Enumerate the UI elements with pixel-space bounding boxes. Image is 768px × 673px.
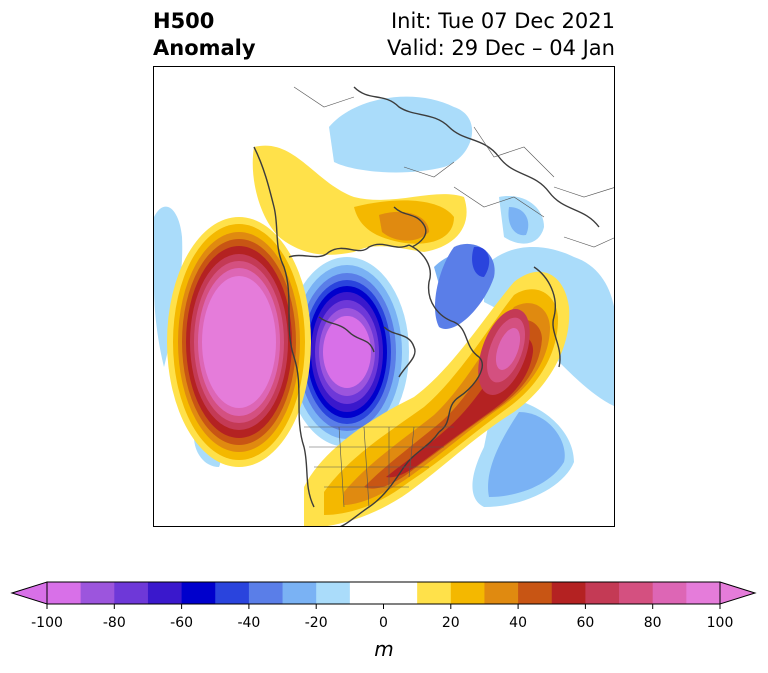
colorbar-tick-label: 100: [706, 615, 734, 631]
colorbar-swatch: [248, 582, 284, 604]
map-canvas: [154, 86, 614, 526]
colorbar-tick-label: 0: [379, 615, 388, 631]
negative-anomaly-low: [285, 257, 409, 447]
colorbar-tick-label: -60: [170, 615, 194, 631]
colorbar-swatch: [282, 582, 317, 604]
colorbar-extend-high: [719, 581, 757, 605]
colorbar-swatch: [450, 582, 485, 604]
colorbar-tick-label: 80: [643, 615, 662, 631]
colorbar-tick-label: -100: [31, 615, 63, 631]
colorbar-swatch: [686, 582, 721, 604]
colorbar-swatch: [114, 582, 149, 604]
colorbar-swatch: [80, 582, 115, 604]
colorbar-swatch: [47, 582, 82, 604]
colorbar-tick-label: 60: [576, 615, 595, 631]
anomaly-map: [153, 66, 615, 527]
colorbar-swatch: [484, 582, 519, 604]
political-borders: [293, 86, 614, 508]
colorbar-tick-label: -40: [237, 615, 261, 631]
positive-anomaly-north: [252, 145, 467, 255]
colorbar-swatch: [181, 582, 216, 604]
title-variable: H500: [153, 9, 215, 33]
colorbar-swatch: [147, 582, 183, 604]
colorbar-tick-label: 20: [441, 615, 460, 631]
colorbar-swatch: [551, 582, 586, 604]
colorbar-swatch: [585, 582, 620, 604]
colorbar-swatch: [383, 582, 418, 604]
colorbar-svg: [10, 581, 757, 609]
map-timestamps: Init: Tue 07 Dec 2021 Valid: 29 Dec – 04…: [387, 8, 615, 62]
colorbar-swatch: [417, 582, 452, 604]
map-title: H500 Anomaly: [153, 8, 256, 62]
colorbar-extend-low: [10, 581, 48, 605]
valid-range: Valid: 29 Dec – 04 Jan: [386, 36, 615, 60]
colorbar-tick-label: -80: [102, 615, 126, 631]
coastlines: [253, 86, 600, 526]
colorbar-swatch: [518, 582, 553, 604]
colorbar-tick-label: 40: [509, 615, 528, 631]
negative-anomaly-east: [434, 243, 495, 329]
init-time: Init: Tue 07 Dec 2021: [390, 9, 615, 33]
colorbar-swatch: [316, 582, 351, 604]
colorbar-swatch: [619, 582, 654, 604]
colorbar-swatch: [215, 582, 250, 604]
colorbar: -100 -80 -60 -40 -20 0 20 40 60 80 100 m: [0, 575, 768, 665]
title-field: Anomaly: [153, 36, 256, 60]
colorbar-swatch: [349, 582, 384, 604]
positive-anomaly-atlantic: [304, 271, 570, 526]
colorbar-tick-label: -20: [304, 615, 328, 631]
colorbar-swatch: [652, 582, 687, 604]
positive-anomaly-pacific: [167, 217, 311, 467]
colorbar-unit: m: [374, 637, 394, 661]
